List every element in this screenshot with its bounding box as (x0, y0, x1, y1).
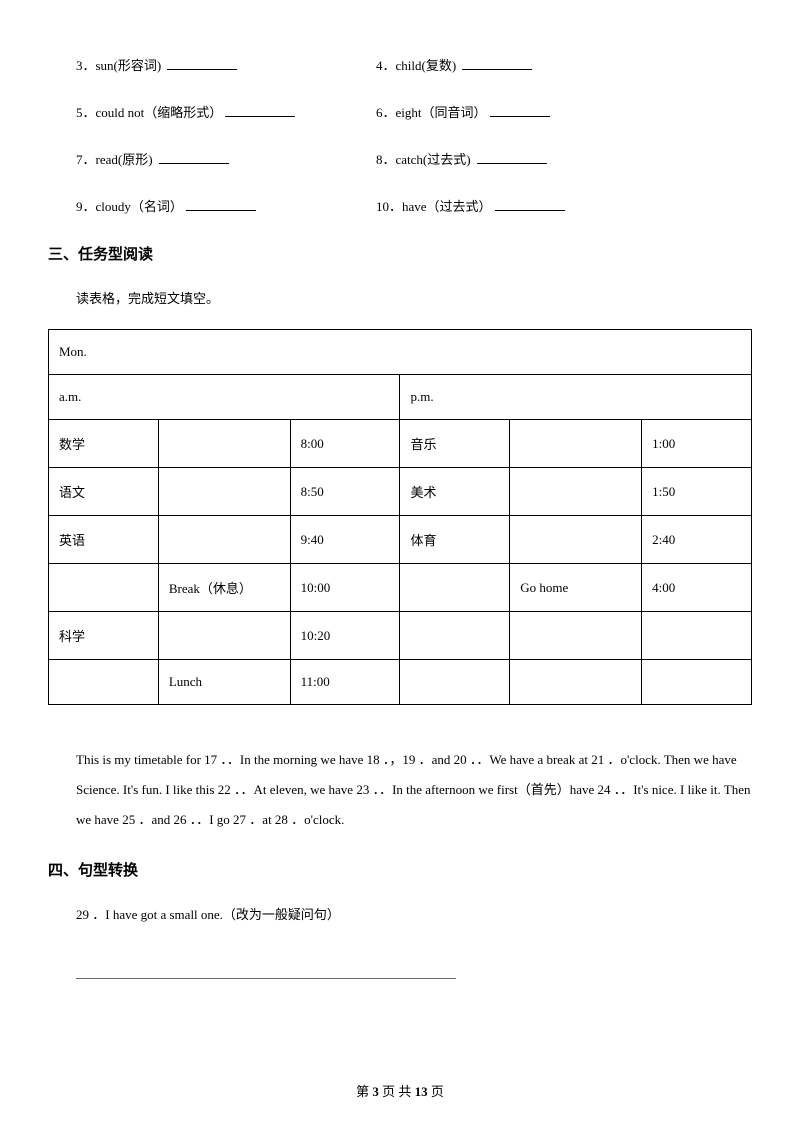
footer-mid: 页 共 (379, 1084, 415, 1099)
cell: 美术 (400, 468, 510, 516)
fill-row: 5．could not（缩略形式） 6．eight（同音词） (76, 102, 752, 121)
table-row: Mon. (49, 330, 752, 375)
item-text: ．cloudy（名词） (83, 199, 183, 214)
cell (158, 468, 290, 516)
cell: 2:40 (642, 516, 752, 564)
fill-item-7: 7．read(原形) (76, 149, 376, 168)
fill-row: 3．sun(形容词) 4．child(复数) (76, 55, 752, 74)
cell (400, 564, 510, 612)
blank[interactable] (167, 56, 237, 70)
timetable: Mon. a.m. p.m. 数学 8:00 音乐 1:00 语文 8:50 美… (48, 329, 752, 705)
item-num: 10 (376, 199, 389, 214)
fill-item-6: 6．eight（同音词） (376, 102, 752, 121)
cell: 8:50 (290, 468, 400, 516)
section-3-heading: 三、任务型阅读 (48, 243, 752, 264)
cell (510, 612, 642, 660)
fill-item-9: 9．cloudy（名词） (76, 196, 376, 215)
blank[interactable] (462, 56, 532, 70)
cell (49, 660, 159, 705)
question-29: 29 ．I have got a small one.（改为一般疑问句） (48, 904, 752, 923)
fill-item-3: 3．sun(形容词) (76, 55, 376, 74)
cell: 数学 (49, 420, 159, 468)
cell (510, 420, 642, 468)
cell: Lunch (158, 660, 290, 705)
cell (158, 612, 290, 660)
cell (49, 564, 159, 612)
cell: 9:40 (290, 516, 400, 564)
table-row: Lunch 11:00 (49, 660, 752, 705)
cell (158, 516, 290, 564)
cell (158, 420, 290, 468)
table-row: Break（休息） 10:00 Go home 4:00 (49, 564, 752, 612)
blank[interactable] (495, 197, 565, 211)
table-row: 英语 9:40 体育 2:40 (49, 516, 752, 564)
table-row: 语文 8:50 美术 1:50 (49, 468, 752, 516)
passage: This is my timetable for 17 ．．In the mor… (48, 745, 752, 835)
cell (642, 612, 752, 660)
table-row: 数学 8:00 音乐 1:00 (49, 420, 752, 468)
cell: 1:00 (642, 420, 752, 468)
cell (510, 660, 642, 705)
cell (510, 516, 642, 564)
cell: 4:00 (642, 564, 752, 612)
item-text: ．sun(形容词) (83, 58, 162, 73)
answer-blank-29 (48, 965, 752, 983)
instruction-3: 读表格，完成短文填空。 (48, 288, 752, 307)
page-footer: 第 3 页 共 13 页 (0, 1081, 800, 1100)
am-cell: a.m. (49, 375, 400, 420)
blank[interactable] (225, 103, 295, 117)
fill-in-section: 3．sun(形容词) 4．child(复数) 5．could not（缩略形式）… (48, 55, 752, 215)
blank[interactable] (186, 197, 256, 211)
item-text: ．child(复数) (383, 58, 457, 73)
fill-item-8: 8．catch(过去式) (376, 149, 752, 168)
cell: Go home (510, 564, 642, 612)
item-text: ．eight（同音词） (383, 105, 487, 120)
footer-post: 页 (428, 1084, 444, 1099)
cell (400, 612, 510, 660)
blank[interactable] (477, 150, 547, 164)
cell (642, 660, 752, 705)
cell: 10:20 (290, 612, 400, 660)
table-row: a.m. p.m. (49, 375, 752, 420)
cell: Break（休息） (158, 564, 290, 612)
item-text: ．catch(过去式) (383, 152, 471, 167)
cell: 科学 (49, 612, 159, 660)
cell (510, 468, 642, 516)
table-row: 科学 10:20 (49, 612, 752, 660)
cell: 英语 (49, 516, 159, 564)
cell: 10:00 (290, 564, 400, 612)
cell: 1:50 (642, 468, 752, 516)
table-header-cell: Mon. (49, 330, 752, 375)
footer-total: 13 (415, 1084, 428, 1099)
blank[interactable] (490, 103, 550, 117)
fill-item-10: 10．have（过去式） (376, 196, 752, 215)
footer-pre: 第 (356, 1084, 372, 1099)
fill-item-4: 4．child(复数) (376, 55, 752, 74)
cell: 音乐 (400, 420, 510, 468)
cell: 11:00 (290, 660, 400, 705)
pm-cell: p.m. (400, 375, 752, 420)
item-text: ．could not（缩略形式） (83, 105, 223, 120)
cell: 8:00 (290, 420, 400, 468)
cell (400, 660, 510, 705)
fill-item-5: 5．could not（缩略形式） (76, 102, 376, 121)
section-4-heading: 四、句型转换 (48, 859, 752, 880)
cell: 体育 (400, 516, 510, 564)
cell: 语文 (49, 468, 159, 516)
blank[interactable] (159, 150, 229, 164)
item-text: ．have（过去式） (389, 199, 492, 214)
fill-row: 9．cloudy（名词） 10．have（过去式） (76, 196, 752, 215)
fill-row: 7．read(原形) 8．catch(过去式) (76, 149, 752, 168)
item-text: ．read(原形) (83, 152, 153, 167)
blank-line[interactable] (76, 965, 456, 979)
